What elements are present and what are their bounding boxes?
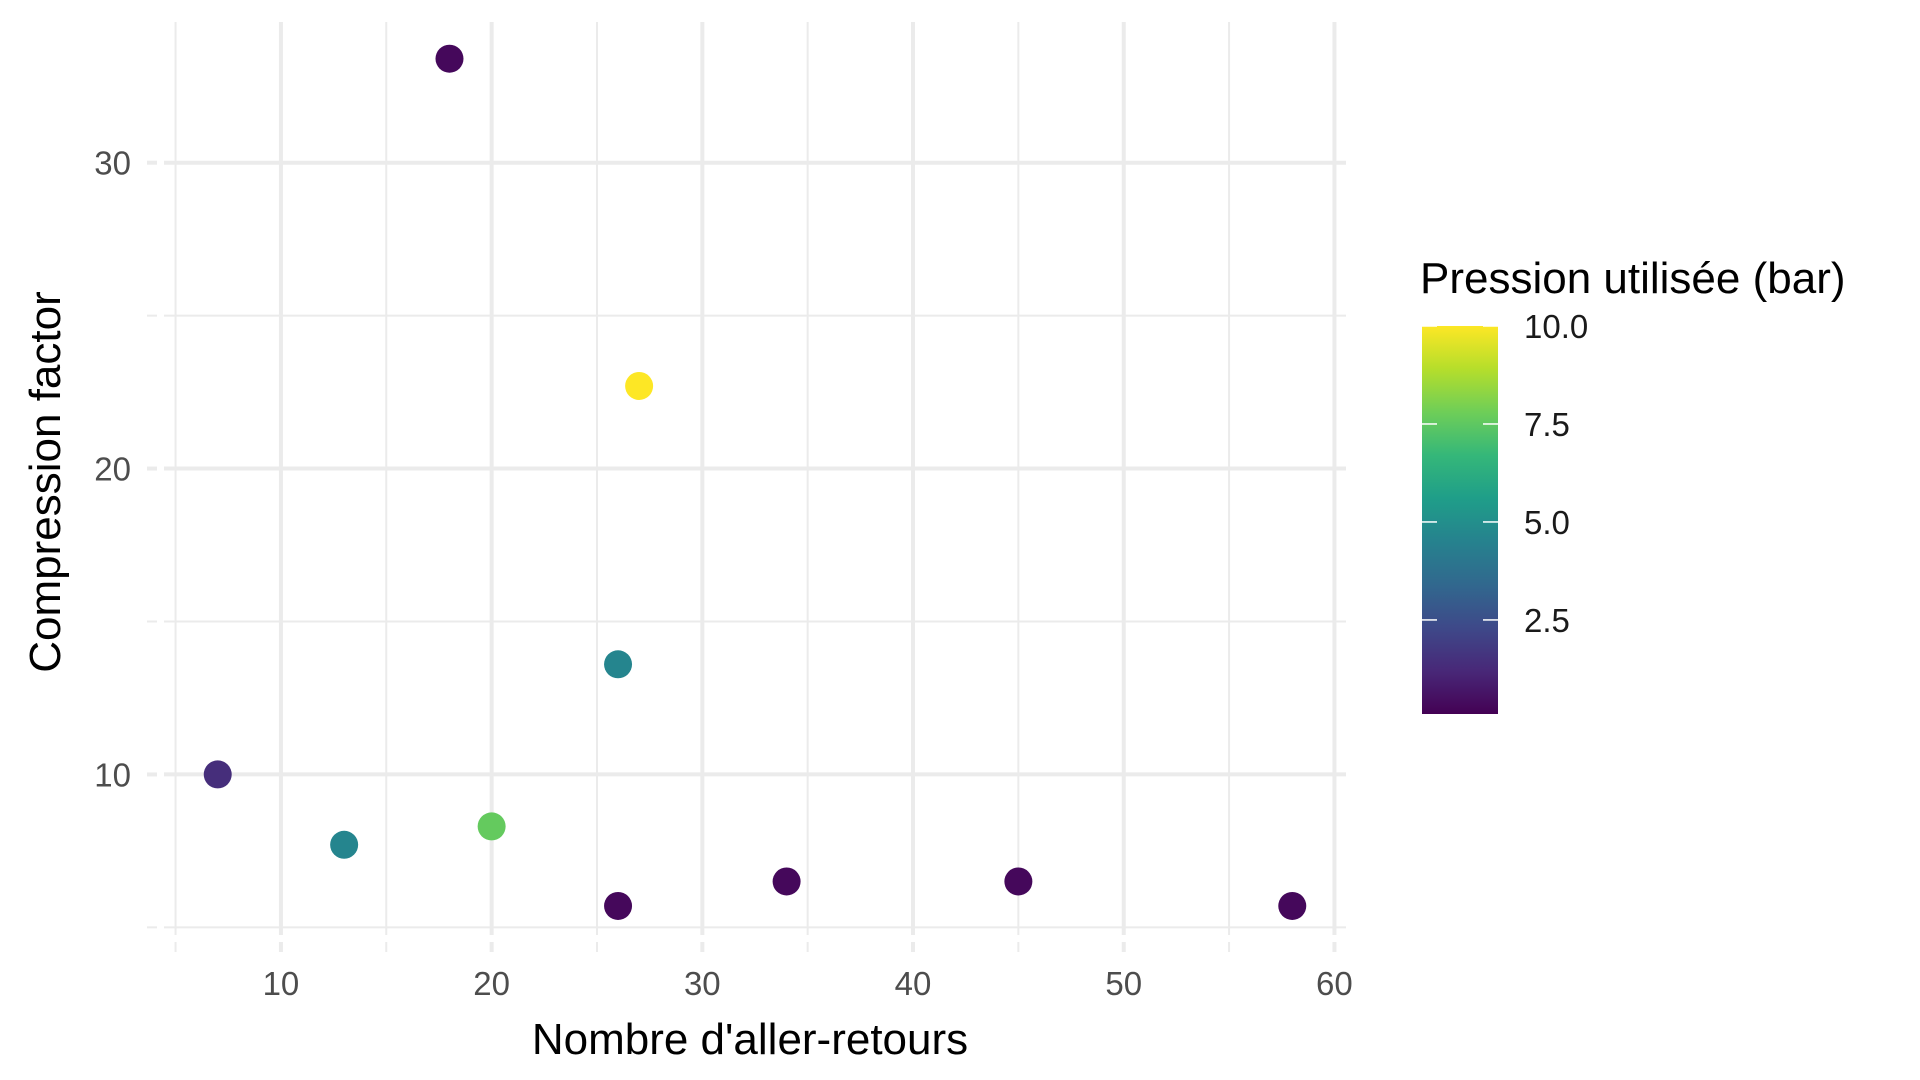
data-point (477, 812, 506, 841)
y-tick-label: 30 (94, 145, 131, 182)
legend-label: 7.5 (1524, 406, 1570, 443)
legend-ticks: 2.5 5.0 7.5 10.0 (1422, 308, 1588, 639)
x-tick-label: 30 (684, 965, 721, 1002)
data-point (1278, 891, 1307, 920)
data-point (604, 891, 633, 920)
data-point (772, 867, 801, 896)
x-tick-label: 10 (263, 965, 300, 1002)
y-axis-title: Compression factor (21, 291, 70, 672)
tick-labels: 10 20 30 40 50 60 10 20 30 (94, 145, 1352, 1002)
data-point (330, 830, 359, 859)
data-point (1004, 867, 1033, 896)
legend-label: 2.5 (1524, 602, 1570, 639)
legend-label: 10.0 (1524, 308, 1588, 345)
x-axis-title: Nombre d'aller-retours (532, 1015, 968, 1064)
y-tick-label: 20 (94, 451, 131, 488)
data-points (203, 44, 1307, 920)
legend-label: 5.0 (1524, 504, 1570, 541)
x-tick-label: 40 (895, 965, 932, 1002)
x-tick-label: 50 (1105, 965, 1142, 1002)
data-point (604, 650, 633, 679)
data-point (203, 760, 232, 789)
legend-title: Pression utilisée (bar) (1420, 254, 1846, 303)
grid-minor (164, 22, 1346, 935)
data-point (625, 371, 654, 400)
data-point (435, 44, 464, 73)
grid-major (164, 22, 1346, 935)
x-tick-label: 20 (473, 965, 510, 1002)
legend-colorbar (1422, 326, 1498, 714)
y-tick-label: 10 (94, 756, 131, 793)
x-tick-label: 60 (1316, 965, 1353, 1002)
axis-ticks (147, 160, 1337, 952)
